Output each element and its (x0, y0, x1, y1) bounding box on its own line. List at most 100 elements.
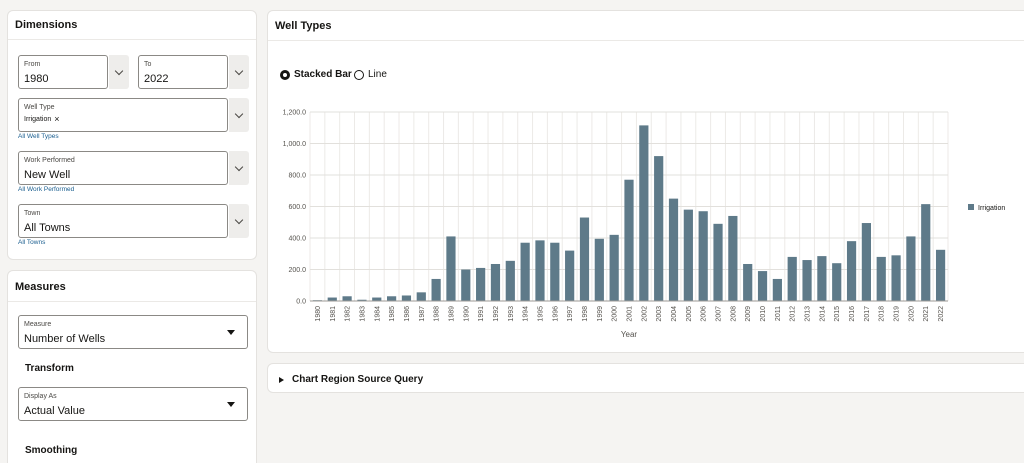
x-tick-label: 2003 (656, 306, 663, 322)
bar-1983[interactable] (357, 299, 367, 301)
well-type-select[interactable]: Well Type Irrigation × (18, 98, 228, 132)
caret-down-icon[interactable] (227, 330, 235, 335)
from-select[interactable]: From 1980 (18, 55, 108, 89)
all-towns-link[interactable]: All Towns (18, 239, 46, 246)
bar-2006[interactable] (698, 211, 708, 301)
bar-1988[interactable] (431, 278, 441, 301)
bar-2001[interactable] (624, 179, 634, 301)
bar-1987[interactable] (416, 292, 426, 301)
well-type-label: Well Type (24, 104, 55, 111)
all-well-types-link[interactable]: All Well Types (18, 133, 59, 140)
bar-1992[interactable] (490, 263, 501, 301)
work-performed-select[interactable]: Work Performed New Well (18, 151, 228, 185)
x-tick-label: 2021 (923, 306, 930, 322)
bar-1991[interactable] (476, 267, 486, 301)
divider (8, 39, 256, 40)
to-select[interactable]: To 2022 (138, 55, 228, 89)
all-work-performed-link[interactable]: All Work Performed (18, 186, 75, 193)
measure-select[interactable]: Measure Number of Wells (18, 315, 248, 349)
well-type-dropdown-button[interactable] (229, 98, 249, 132)
bar-2021[interactable] (921, 204, 931, 301)
x-tick-label: 1986 (404, 306, 411, 322)
y-tick-label: 1,200.0 (283, 110, 306, 117)
legend-swatch (968, 204, 974, 210)
source-query-toggle[interactable]: Chart Region Source Query (279, 374, 423, 385)
x-tick-label: 2015 (834, 306, 841, 322)
from-dropdown-button[interactable] (109, 55, 129, 89)
work-performed-label: Work Performed (24, 157, 75, 164)
to-dropdown-button[interactable] (229, 55, 249, 89)
x-tick-label: 1984 (374, 306, 381, 322)
x-tick-label: 1988 (434, 306, 441, 322)
chevron-down-icon (114, 66, 124, 75)
bar-2011[interactable] (772, 278, 782, 301)
bar-2020[interactable] (906, 236, 916, 301)
bar-1989[interactable] (446, 236, 456, 301)
bar-2017[interactable] (861, 223, 871, 301)
bar-1993[interactable] (505, 260, 515, 301)
work-performed-dropdown-button[interactable] (229, 151, 249, 185)
divider (268, 40, 1024, 41)
bar-1997[interactable] (565, 250, 575, 301)
display-as-select[interactable]: Display As Actual Value (18, 387, 248, 421)
x-tick-label: 2022 (938, 306, 945, 322)
bar-2003[interactable] (654, 156, 664, 301)
town-select[interactable]: Town All Towns (18, 204, 228, 238)
well-types-chart: 0.0 200.0 400.0 600.0 800.0 1,000.0 1,200.0 198… (283, 110, 1006, 340)
bar-2022[interactable] (935, 249, 946, 301)
town-dropdown-button[interactable] (229, 204, 249, 238)
bar-2008[interactable] (728, 215, 738, 301)
bar-1995[interactable] (535, 240, 545, 301)
line-radio[interactable]: Line (354, 69, 387, 80)
chevron-down-icon (234, 109, 244, 118)
caret-down-icon[interactable] (227, 402, 235, 407)
x-tick-label: 2017 (864, 306, 871, 322)
remove-chip-icon[interactable]: × (54, 114, 60, 124)
bar-1994[interactable] (520, 242, 530, 301)
bar-1984[interactable] (372, 297, 382, 301)
town-label: Town (24, 210, 41, 217)
bar-2002[interactable] (639, 125, 649, 301)
x-tick-label: 1993 (508, 306, 515, 322)
bar-2005[interactable] (683, 209, 693, 301)
legend-label: Irrigation (978, 205, 1005, 212)
x-tick-label: 2014 (819, 306, 826, 322)
bar-2016[interactable] (846, 241, 857, 301)
bar-2004[interactable] (668, 198, 679, 301)
bar-1982[interactable] (342, 296, 352, 301)
bar-2007[interactable] (713, 223, 723, 301)
chip-label: Irrigation (24, 116, 52, 123)
stacked-bar-radio[interactable]: Stacked Bar (280, 69, 352, 80)
bar-1998[interactable] (579, 217, 590, 301)
x-tick-label: 2004 (671, 306, 678, 322)
bar-2010[interactable] (757, 271, 768, 301)
bar-2013[interactable] (802, 260, 812, 301)
x-tick-label: 1992 (493, 306, 500, 322)
x-tick-label: 1985 (389, 306, 396, 322)
bar-1990[interactable] (461, 269, 471, 302)
bar-2018[interactable] (876, 256, 886, 301)
x-tick-label: 2008 (730, 306, 737, 322)
stacked-bar-label: Stacked Bar (294, 69, 352, 80)
bar-2019[interactable] (891, 255, 901, 301)
bar-2000[interactable] (609, 234, 619, 301)
bar-1999[interactable] (594, 238, 604, 301)
bar-2012[interactable] (787, 256, 797, 301)
bar-1996[interactable] (550, 242, 560, 301)
source-query-label: Chart Region Source Query (292, 374, 424, 385)
bar-2015[interactable] (832, 263, 842, 301)
bar-2014[interactable] (817, 256, 827, 301)
bar-1986[interactable] (401, 295, 412, 301)
divider (8, 301, 256, 302)
bar-2009[interactable] (743, 263, 753, 301)
x-tick-label: 1990 (463, 306, 470, 322)
well-types-title: Well Types (275, 20, 332, 32)
radio-selected-icon (280, 69, 290, 80)
x-tick-label: 2016 (849, 306, 856, 322)
work-performed-value: New Well (24, 169, 71, 181)
bar-1981[interactable] (327, 297, 337, 301)
x-tick-label: 1999 (597, 306, 604, 322)
bar-1985[interactable] (387, 296, 397, 301)
well-type-chip[interactable]: Irrigation × (24, 114, 60, 124)
from-label: From (24, 61, 41, 68)
